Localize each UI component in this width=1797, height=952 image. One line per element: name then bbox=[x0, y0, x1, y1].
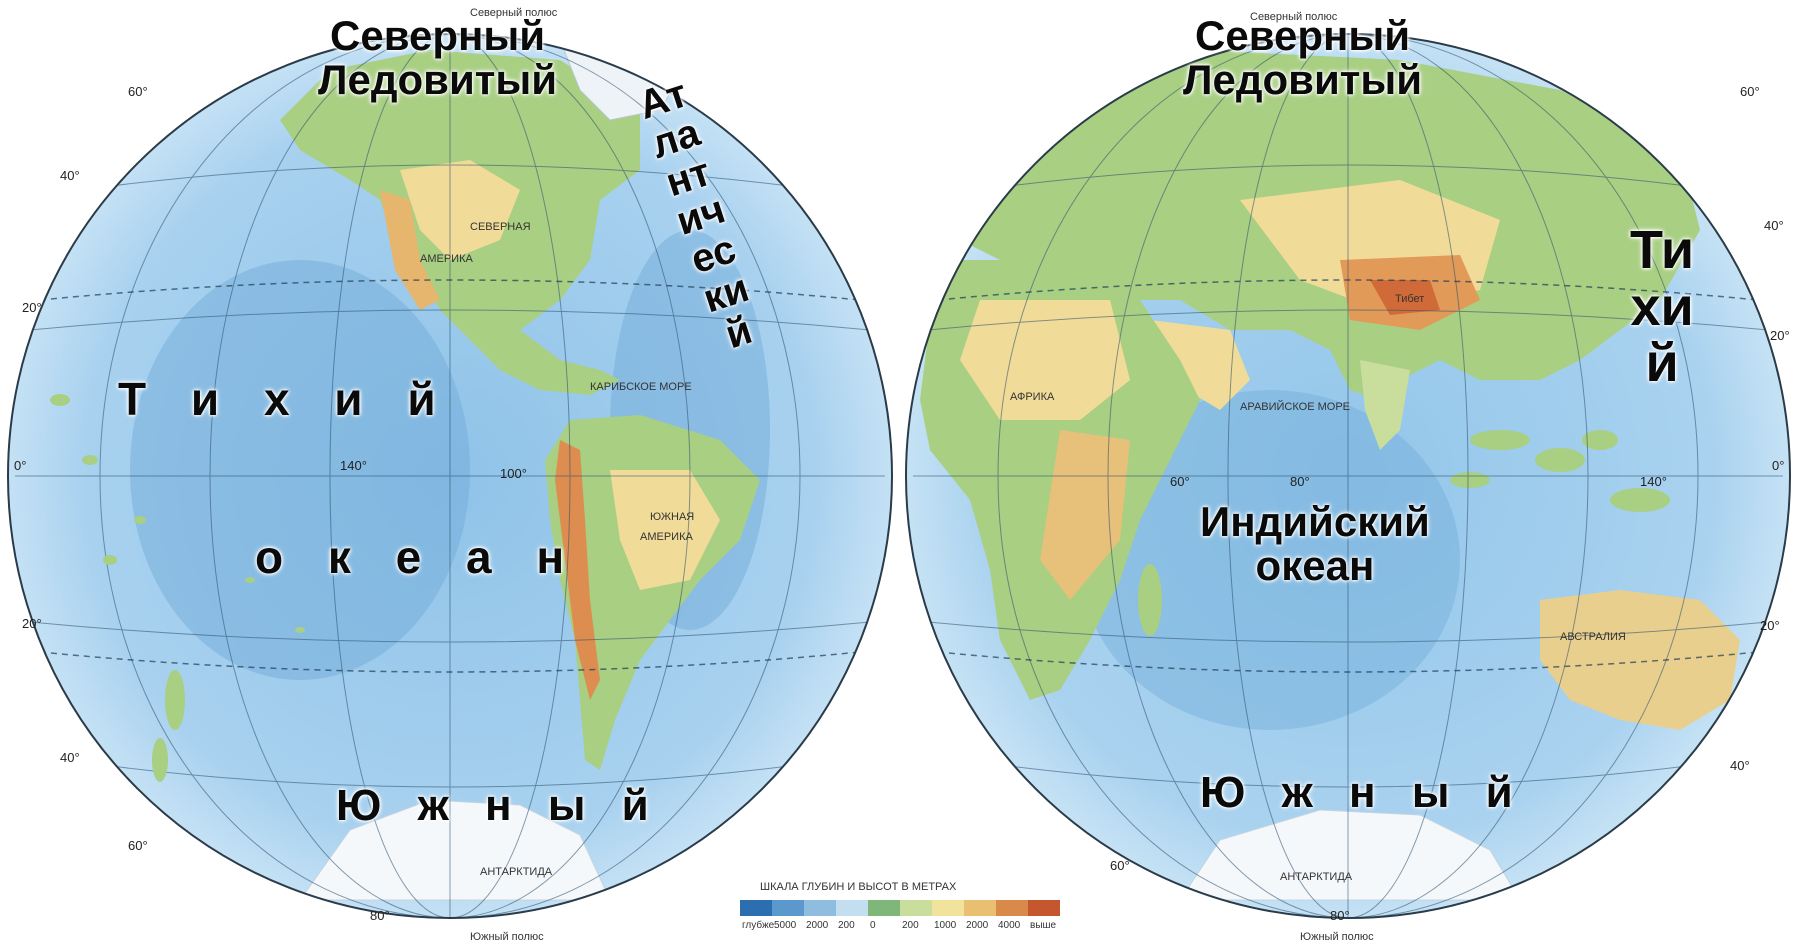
continent-label: АНТАРКТИДА bbox=[480, 866, 553, 878]
legend-swatch bbox=[740, 900, 772, 916]
legend-tick-label: 2000 bbox=[806, 920, 829, 931]
continent-label: АНТАРКТИДА bbox=[1280, 871, 1353, 883]
eastern-hemisphere bbox=[906, 34, 1790, 918]
lon-label: 140° bbox=[1640, 474, 1667, 489]
legend-tick-label: 1000 bbox=[934, 920, 957, 931]
lat-label: 40° bbox=[60, 750, 80, 765]
legend-tick-label: 2000 bbox=[966, 920, 989, 931]
australia-landmass bbox=[1540, 590, 1740, 730]
legend-swatch bbox=[996, 900, 1028, 916]
continent-label: СЕВЕРНАЯ bbox=[470, 221, 531, 233]
legend-tick-label: 200 bbox=[902, 920, 919, 931]
south-pole-label-left: Южный полюс bbox=[470, 931, 544, 943]
lat-label: 40° bbox=[60, 168, 80, 183]
legend-swatch bbox=[1028, 900, 1060, 916]
lat-label: 40° bbox=[1730, 758, 1750, 773]
arctic-ocean-label-right: Северный Ледовитый bbox=[1183, 12, 1423, 104]
legend-swatch bbox=[932, 900, 964, 916]
lat-label: 60° bbox=[128, 838, 148, 853]
lat-label: 80° bbox=[370, 908, 390, 923]
legend-swatch bbox=[836, 900, 868, 916]
lat-label: 20° bbox=[1770, 328, 1790, 343]
legend-swatch bbox=[964, 900, 996, 916]
legend-tick-label: 0 bbox=[870, 920, 876, 931]
continent-label: ЮЖНАЯ bbox=[650, 511, 694, 523]
lat-label: 20° bbox=[22, 300, 42, 315]
south-pole-label-right: Южный полюс bbox=[1300, 931, 1374, 943]
lat-label: 80° bbox=[1330, 908, 1350, 923]
western-hemisphere bbox=[8, 34, 892, 918]
lon-label: 60° bbox=[1170, 474, 1190, 489]
north-pole-label-right: Северный полюс bbox=[1250, 11, 1338, 23]
legend-swatch bbox=[804, 900, 836, 916]
legend-tick-label: 200 bbox=[838, 920, 855, 931]
indian-ocean-label: Индийский океан bbox=[1200, 498, 1430, 590]
legend-tick-label: выше bbox=[1030, 920, 1057, 931]
continent-label: АМЕРИКА bbox=[420, 253, 473, 265]
lat-label: 40° bbox=[1764, 218, 1784, 233]
lat-label: 20° bbox=[1760, 618, 1780, 633]
lat-label: 60° bbox=[1740, 84, 1760, 99]
legend-title: ШКАЛА ГЛУБИН И ВЫСОТ В МЕТРАХ bbox=[760, 881, 957, 893]
legend-swatch bbox=[772, 900, 804, 916]
legend-tick-label: 5000 bbox=[774, 920, 797, 931]
continent-label: АФРИКА bbox=[1010, 391, 1055, 403]
depth-height-legend: ШКАЛА ГЛУБИН И ВЫСОТ В МЕТРАХ глубже 5000… bbox=[728, 872, 1068, 932]
sea-label: КАРИБСКОЕ МОРЕ bbox=[590, 381, 692, 393]
lat-label: 0° bbox=[1772, 458, 1784, 473]
legend-swatch bbox=[868, 900, 900, 916]
legend-tick-label: глубже bbox=[742, 919, 775, 931]
sea-label: АРАВИЙСКОЕ МОРЕ bbox=[1240, 400, 1350, 413]
pacific-ocean-label-right: Ти хи й bbox=[1630, 220, 1695, 394]
continent-label: АВСТРАЛИЯ bbox=[1560, 631, 1626, 643]
lat-label: 20° bbox=[22, 616, 42, 631]
lon-label: 80° bbox=[1290, 474, 1310, 489]
legend-tick-label: 4000 bbox=[998, 920, 1021, 931]
continent-label: АМЕРИКА bbox=[640, 531, 693, 543]
lat-label: 60° bbox=[128, 84, 148, 99]
legend-swatch bbox=[900, 900, 932, 916]
pacific-ocean-label-line2: о к е а н bbox=[255, 531, 581, 583]
southern-ocean-label-right: Ю ж н ы й bbox=[1200, 768, 1525, 817]
arctic-ocean-label-left: Северный Ледовитый bbox=[318, 12, 558, 104]
lat-label: 0° bbox=[14, 458, 26, 473]
mountain-label: Тибет bbox=[1395, 293, 1424, 305]
lat-label: 60° bbox=[1110, 858, 1130, 873]
pacific-ocean-label-line1: Т и х и й bbox=[118, 373, 452, 425]
lon-label: 100° bbox=[500, 466, 527, 481]
north-pole-label-left: Северный полюс bbox=[470, 7, 558, 19]
southern-ocean-label-left: Ю ж н ы й bbox=[336, 781, 661, 830]
lon-label: 140° bbox=[340, 458, 367, 473]
